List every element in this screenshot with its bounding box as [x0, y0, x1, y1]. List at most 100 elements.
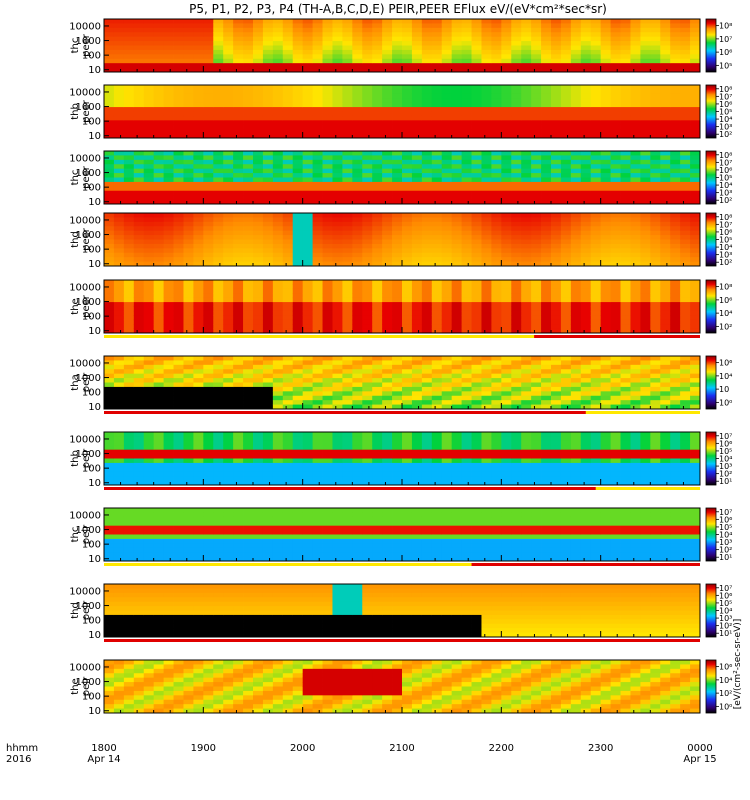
heatmap-cell [521, 378, 531, 383]
heatmap-cell [432, 173, 442, 178]
heatmap-cell [571, 374, 581, 379]
heatmap-cell [362, 293, 372, 298]
heatmap-cell [581, 151, 591, 156]
heatmap-cell [581, 240, 591, 245]
heatmap-cell [233, 23, 243, 28]
heatmap-cell [124, 235, 134, 240]
heatmap-cell [481, 63, 491, 68]
heatmap-cell [521, 169, 531, 174]
heatmap-cell [233, 436, 243, 441]
heatmap-cell [332, 445, 342, 450]
heatmap-cell [193, 383, 203, 388]
heatmap-cell [501, 374, 511, 379]
heatmap-cell [422, 222, 432, 227]
heatmap-cell [601, 116, 611, 121]
heatmap-cell [124, 387, 134, 392]
heatmap-cell [531, 293, 541, 298]
heatmap-cell [591, 235, 601, 240]
heatmap-cell [571, 120, 581, 125]
heatmap-cell [263, 19, 273, 24]
heatmap-cell [372, 383, 382, 388]
heatmap-cell [332, 103, 342, 108]
heatmap-cell [501, 116, 511, 121]
heatmap-cell [611, 173, 621, 178]
heatmap-cell [511, 240, 521, 245]
heatmap-cell [412, 383, 422, 388]
heatmap-cell [462, 383, 472, 388]
heatmap-cell [591, 160, 601, 165]
heatmap-cell [452, 213, 462, 218]
heatmap-cell [203, 396, 213, 401]
heatmap-cell [531, 320, 541, 325]
heatmap-cell [253, 217, 263, 222]
heatmap-cell [352, 169, 362, 174]
heatmap-cell [591, 50, 601, 55]
heatmap-cell [660, 226, 670, 231]
heatmap-cell [362, 244, 372, 249]
heatmap-cell [591, 173, 601, 178]
heatmap-cell [432, 178, 442, 183]
heatmap-cell [402, 155, 412, 160]
heatmap-cell [323, 32, 333, 37]
heatmap-cell [630, 284, 640, 289]
heatmap-cell [591, 226, 601, 231]
heatmap-cell [601, 120, 611, 125]
heatmap-cell [193, 436, 203, 441]
heatmap-cell [670, 129, 680, 134]
heatmap-cell [303, 476, 313, 481]
heatmap-cell [392, 98, 402, 103]
heatmap-cell [531, 231, 541, 236]
heatmap-cell [154, 432, 164, 437]
heatmap-cell [571, 284, 581, 289]
heatmap-cell [293, 445, 303, 450]
heatmap-cell [323, 103, 333, 108]
heatmap-cell [114, 293, 124, 298]
heatmap-cell [352, 54, 362, 59]
heatmap-cell [362, 365, 372, 370]
heatmap-cell [630, 320, 640, 325]
heatmap-cell [630, 387, 640, 392]
heatmap-cell [521, 120, 531, 125]
heatmap-cell [263, 289, 273, 294]
heatmap-cell [253, 222, 263, 227]
heatmap-cell [223, 293, 233, 298]
heatmap-cell [442, 369, 452, 374]
heatmap-cell [174, 164, 184, 169]
heatmap-cell [332, 191, 342, 196]
heatmap-cell [223, 356, 233, 361]
heatmap-cell [134, 129, 144, 134]
heatmap-cell [501, 89, 511, 94]
heatmap-cell [213, 374, 223, 379]
heatmap-cell [660, 169, 670, 174]
heatmap-cell [442, 195, 452, 200]
heatmap-cell [273, 169, 283, 174]
heatmap-cell [591, 222, 601, 227]
heatmap-cell [323, 356, 333, 361]
heatmap-cell [144, 244, 154, 249]
heatmap-cell [342, 59, 352, 64]
heatmap-cell [670, 125, 680, 130]
heatmap-cell [134, 54, 144, 59]
heatmap-cell [472, 248, 482, 253]
heatmap-cell [521, 320, 531, 325]
heatmap-cell [591, 186, 601, 191]
heatmap-cell [124, 293, 134, 298]
heatmap-cell [462, 191, 472, 196]
heatmap-cell [491, 396, 501, 401]
heatmap-cell [422, 257, 432, 262]
heatmap-cell [412, 293, 422, 298]
heatmap-cell [233, 213, 243, 218]
heatmap-cell [511, 89, 521, 94]
heatmap-cell [630, 360, 640, 365]
heatmap-cell [611, 396, 621, 401]
heatmap-cell [541, 19, 551, 24]
heatmap-cell [462, 311, 472, 316]
heatmap-cell [164, 37, 174, 42]
heatmap-cell [124, 222, 134, 227]
heatmap-cell [640, 369, 650, 374]
heatmap-cell [253, 387, 263, 392]
heatmap-cell [253, 432, 263, 437]
heatmap-cell [551, 284, 561, 289]
heatmap-cell [650, 182, 660, 187]
heatmap-cell [561, 356, 571, 361]
